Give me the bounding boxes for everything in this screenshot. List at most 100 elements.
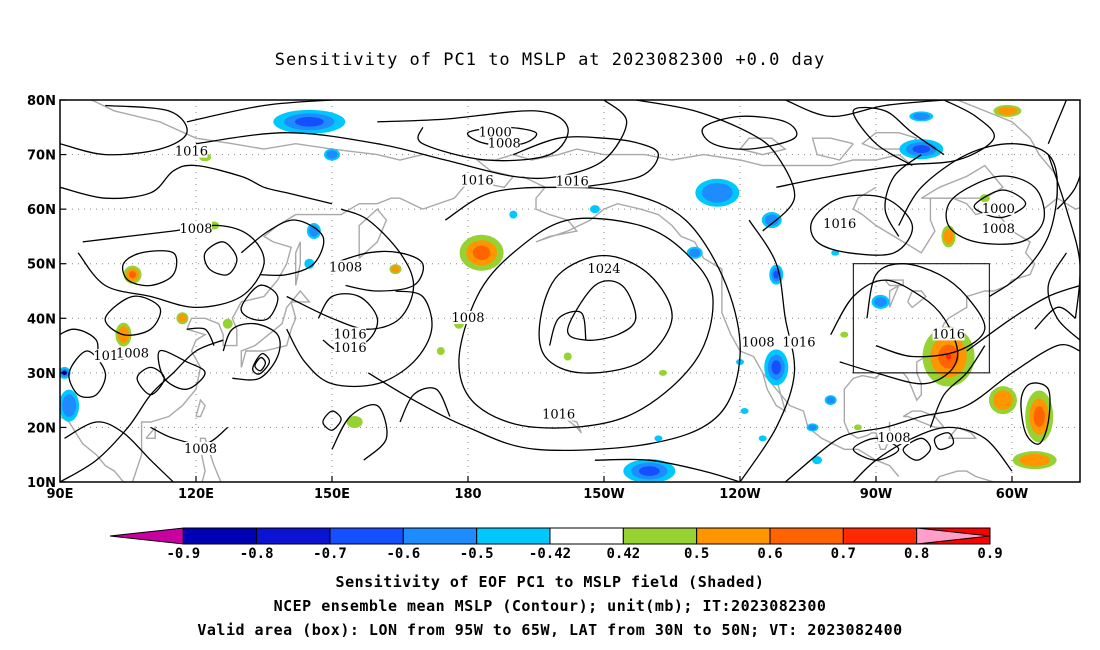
contour-label: 1008 [982, 222, 1015, 237]
lon-tick-label: 120E [178, 487, 214, 502]
contour-label-bg [823, 217, 856, 231]
sensitivity-patch [391, 265, 400, 273]
colorbar-label: 0.9 [977, 546, 1002, 562]
contour-label: 1008 [451, 311, 484, 326]
mslp-isobar [1047, 252, 1080, 341]
lon-tick-label: 150W [583, 487, 624, 502]
mslp-isobar [60, 328, 99, 362]
sensitivity-shading [60, 104, 1057, 482]
mslp-isobar [1034, 306, 1076, 330]
contour-label: 1016 [334, 341, 367, 356]
contour-label-bg [588, 261, 620, 275]
mslp-isobar [286, 208, 415, 330]
sensitivity-patch [945, 353, 952, 360]
sensitivity-patch [509, 210, 518, 219]
lat-tick-label: 40N [27, 312, 56, 327]
contour-label-bg [184, 441, 217, 455]
colorbar-label: 0.8 [904, 546, 929, 562]
mslp-isobar [538, 254, 673, 374]
colorbar-segment [402, 527, 478, 545]
mslp-isobar [810, 194, 914, 256]
mslp-isobar [933, 432, 955, 451]
mslp-isobar [898, 143, 1058, 298]
sensitivity-patch [840, 331, 849, 338]
colorbar-label: -0.9 [166, 546, 200, 562]
contour-label-bg [329, 260, 362, 274]
mslp-isobar [966, 284, 1080, 352]
colorbar-label: -0.7 [313, 546, 347, 562]
mslp-isobar [1020, 382, 1051, 445]
mslp-isobar [240, 219, 325, 277]
mslp-isobar [240, 284, 279, 322]
coastline-segment [295, 241, 301, 286]
sensitivity-patch [943, 228, 954, 245]
mslp-isobar [929, 345, 986, 428]
colorbar-label: -0.8 [240, 546, 274, 562]
colorbar-segment [476, 527, 551, 545]
mslp-isobar [701, 115, 798, 150]
colorbar-segment [182, 527, 258, 545]
lat-tick-label: 50N [27, 258, 56, 273]
contour-label: 1008 [742, 336, 775, 351]
sensitivity-patch [874, 297, 887, 307]
sensitivity-patch [589, 205, 600, 214]
mslp-isobar [1047, 100, 1068, 144]
lon-tick-label: 60W [996, 487, 1028, 502]
mslp-isobar [1056, 121, 1080, 210]
mslp-isobar [331, 404, 388, 461]
contour-label: 1016 [175, 145, 208, 160]
mslp-isobar [852, 426, 1013, 482]
sensitivity-patch [178, 314, 187, 323]
sensitivity-patch [326, 150, 338, 159]
lon-tick-label: 180 [454, 487, 481, 502]
contour-label-bg [116, 346, 149, 360]
colorbar-right-extension [916, 527, 991, 545]
mslp-isobar [902, 437, 932, 461]
mslp-isobar [157, 349, 206, 390]
contour-label-bg [479, 125, 512, 139]
lat-tick-label: 60N [27, 203, 56, 218]
coastline-segment [195, 398, 206, 418]
sensitivity-patch [826, 396, 835, 404]
valid-area-box [852, 263, 990, 374]
contour-label: 1008 [329, 260, 362, 275]
colorbar-label: -0.6 [386, 546, 420, 562]
sensitivity-patch [812, 456, 823, 465]
colorbar-segment [549, 527, 624, 545]
mslp-isobar [254, 356, 267, 372]
sensitivity-patch [740, 408, 749, 415]
map-frame [59, 99, 1081, 483]
sensitivity-patch [853, 424, 862, 431]
colorbar: -0.9 -0.8 -0.7 -0.6 -0.5 -0.42 0.42 0.5 0.6 0.7 0.… [109, 527, 1003, 562]
sensitivity-patch [1019, 453, 1051, 467]
mslp-isobar [594, 458, 741, 482]
sensitivity-patch [912, 145, 931, 154]
sensitivity-patch [689, 248, 701, 257]
lat-tick-label: 80N [27, 94, 56, 109]
coastline-segment [91, 100, 423, 161]
sensitivity-patch [62, 394, 77, 417]
contour-label: 1016 [334, 327, 367, 342]
contour-label: 1008 [179, 222, 212, 237]
sensitivity-patch [993, 390, 1013, 410]
contour-label-bg [932, 327, 965, 341]
sensitivity-patch [658, 369, 667, 376]
mslp-isobar [286, 290, 433, 388]
contour-label-bg [180, 222, 212, 236]
colorbar-segment [329, 527, 404, 545]
sensitivity-patch [912, 112, 930, 120]
mslp-isobar [852, 106, 945, 167]
lon-tick-label: 90E [47, 487, 74, 502]
mslp-isobar [60, 164, 333, 205]
contour-label-bg [452, 311, 484, 325]
mslp-isobar [866, 263, 986, 358]
contour-label: 1016 [932, 327, 965, 342]
mslp-isobar [322, 410, 342, 431]
sensitivity-patch [773, 270, 780, 279]
sensitivity-patch [654, 435, 663, 442]
contour-label: 1008 [116, 346, 149, 361]
mslp-isobar [186, 327, 215, 346]
lat-tick-label: 30N [27, 367, 56, 382]
coastline-segment [145, 425, 156, 439]
